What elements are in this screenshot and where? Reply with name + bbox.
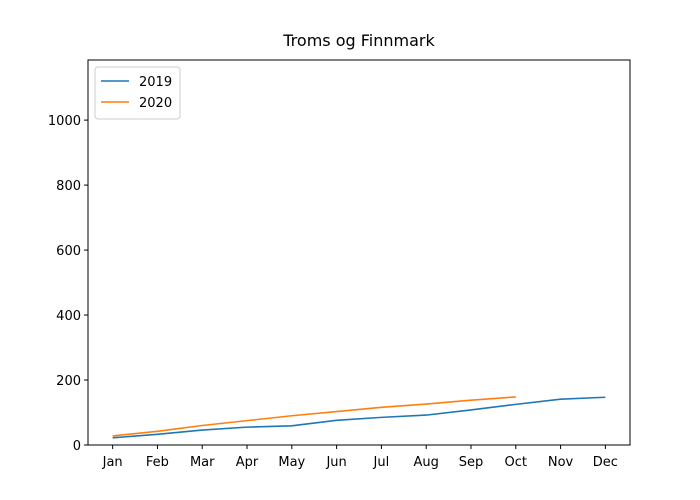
- x-tick-label: Aug: [413, 455, 438, 470]
- legend: 2019 2020: [94, 66, 181, 120]
- x-tick-label: May: [278, 455, 305, 470]
- chart-title: Troms og Finnmark: [282, 31, 435, 50]
- y-tick-label: 200: [56, 374, 81, 389]
- legend-box: [94, 66, 181, 120]
- y-tick-label: 400: [56, 309, 81, 324]
- y-tick-label: 1000: [48, 114, 81, 129]
- x-tick-label: Dec: [593, 455, 618, 470]
- x-tick-label: Mar: [190, 455, 215, 470]
- x-tick-label: Feb: [146, 455, 169, 470]
- x-tick-label: Apr: [236, 455, 259, 470]
- plot-frame: [87, 59, 631, 446]
- legend-label: 2019: [139, 75, 172, 90]
- y-tick-label: 0: [73, 439, 81, 454]
- series-line: [112, 396, 516, 437]
- x-tick-label: Sep: [459, 455, 484, 470]
- y-tick-label: 800: [56, 179, 81, 194]
- x-tick-label: Nov: [548, 455, 574, 470]
- series-line: [112, 396, 606, 439]
- x-tick-label: Jul: [373, 455, 390, 470]
- y-tick-label: 600: [56, 244, 81, 259]
- x-tick-label: Jan: [102, 455, 123, 470]
- x-tick-label: Jun: [325, 455, 346, 470]
- x-tick-label: Oct: [505, 455, 527, 470]
- legend-label: 2020: [139, 96, 172, 111]
